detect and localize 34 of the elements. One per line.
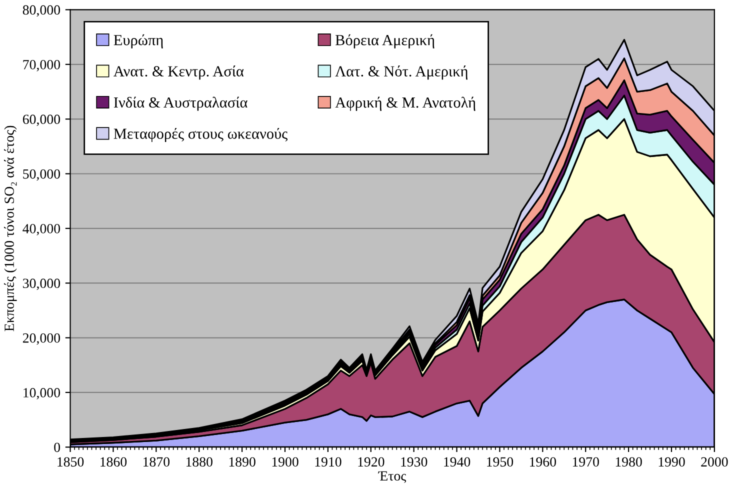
y-tick-label: 70,000 (23, 60, 60, 72)
y-tick-label: 40,000 (22, 224, 60, 236)
y-tick-label: 30,000 (23, 278, 60, 290)
x-tick-label: 1890 (229, 457, 256, 467)
x-tick-label: 1950 (487, 457, 514, 467)
y-tick-label: 50,000 (23, 169, 60, 181)
x-tick-label: 2000 (701, 457, 728, 467)
x-tick-label: 1990 (658, 457, 685, 467)
y-axis-title: Εκπομπές (1000 τόνοι SO₂ ανά έτος) (4, 126, 17, 332)
y-tick-label: 60,000 (22, 114, 60, 126)
x-axis-title: Έτος (378, 471, 406, 483)
y-tick-label: 80,000 (22, 5, 60, 17)
x-tick-label: 1930 (401, 457, 428, 467)
x-tick-label: 1870 (143, 457, 170, 467)
x-tick-label: 1960 (530, 457, 556, 467)
y-tick-label: 10,000 (24, 388, 60, 400)
x-tick-label: 1850 (58, 457, 84, 467)
legend-label: Αφρική & Μ. Ανατολή (335, 96, 476, 111)
x-tick-label: 1970 (572, 457, 599, 467)
legend-label: Βόρεια Αμερική (335, 34, 434, 48)
legend-label: Ανατ. & Κεντρ. Ασία (114, 66, 244, 80)
legend-label: Ευρώπη (114, 34, 163, 48)
x-tick-label: 1920 (358, 457, 384, 467)
legend-label: Ινδία & Αυστραλασία (114, 96, 248, 111)
legend-label: Λατ. & Νότ. Αμερική (335, 66, 468, 80)
legend-label: Μεταφορές στους ωκεανούς (114, 128, 288, 142)
x-tick-label: 1940 (444, 457, 470, 467)
x-tick-label: 1980 (616, 457, 642, 467)
x-tick-label: 1860 (100, 457, 127, 467)
x-tick-label: 1880 (186, 457, 212, 467)
x-tick-label: 1910 (315, 457, 342, 467)
x-tick-label: 1900 (272, 457, 298, 467)
y-tick-label: 20,000 (22, 333, 60, 345)
y-tick-label: 0 (54, 442, 60, 452)
